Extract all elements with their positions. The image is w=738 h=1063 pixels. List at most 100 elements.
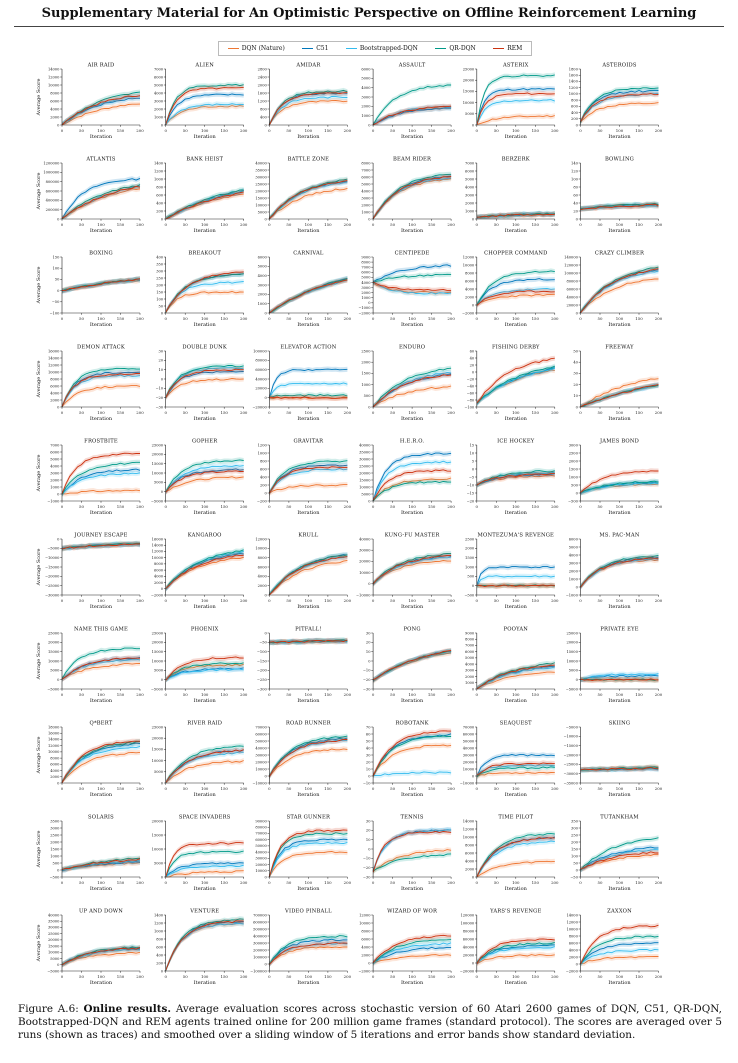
x-tick-label: 100 [305, 128, 313, 133]
x-tick-label: 150 [324, 128, 332, 133]
x-tick-label: 150 [532, 786, 540, 791]
series-band [269, 458, 348, 496]
x-axis-label: Iteration [505, 416, 528, 422]
y-tick-label: −5000 [566, 725, 579, 729]
x-tick-label: 50 [79, 410, 84, 415]
y-tick-label: 1600 [569, 74, 579, 78]
y-tick-label: 12000 [359, 913, 371, 917]
y-tick-label: 0 [161, 377, 164, 381]
series-band [165, 920, 244, 971]
y-tick-label: 4000 [465, 859, 475, 863]
series-line [476, 840, 555, 878]
x-tick-label: 200 [551, 692, 559, 697]
x-tick-label: 100 [408, 410, 416, 415]
x-tick-label: 200 [240, 880, 248, 885]
panel: SPACE INVADERS 0 50 100 150 200 Iteration 0 5000… [152, 815, 248, 893]
panel-title: JOURNEY ESCAPE [73, 533, 127, 539]
y-tick-label: 20000 [463, 760, 475, 764]
series-band [62, 945, 140, 968]
panel: BERZERK 0 50 100 150 200 Iteration 0 1000 2000 300… [465, 157, 559, 235]
x-tick-label: 50 [286, 222, 291, 227]
series-line [268, 841, 348, 878]
y-tick-label: 0 [161, 678, 164, 682]
y-tick-label: 500 [571, 483, 579, 487]
y-tick-label: −100000 [250, 969, 267, 973]
x-tick-label: 200 [551, 880, 559, 885]
y-tick-label: 16000 [152, 537, 164, 541]
x-tick-label: 0 [579, 410, 582, 415]
y-axis-label: Average Score [36, 737, 42, 775]
x-tick-label: 200 [655, 598, 663, 603]
legend-label: DQN (Nature) [241, 45, 285, 52]
y-tick-label: −500 [464, 593, 475, 597]
x-tick-label: 200 [344, 880, 352, 885]
y-tick-label: 2500 [361, 349, 371, 353]
legend-swatch [227, 48, 239, 49]
series-line [580, 87, 659, 123]
x-tick-label: 100 [97, 128, 105, 133]
y-tick-label: 15000 [463, 90, 475, 94]
x-tick-label: 0 [268, 504, 271, 509]
panel-title: VENTURE [189, 909, 219, 915]
x-tick-label: 0 [579, 974, 582, 979]
x-axis-label: Iteration [90, 604, 113, 610]
x-tick-label: 150 [635, 692, 643, 697]
x-axis-label: Iteration [90, 510, 113, 516]
x-tick-label: 50 [286, 410, 291, 415]
x-tick-label: 100 [512, 128, 520, 133]
y-tick-label: 0 [161, 587, 164, 591]
series-band [165, 189, 244, 219]
x-axis-label: Iteration [90, 792, 113, 798]
x-axis-label: Iteration [194, 980, 217, 986]
series-line [476, 74, 555, 125]
y-tick-label: 2000 [361, 105, 371, 109]
y-tick-label: 14000 [152, 544, 164, 548]
x-tick-label: 50 [183, 786, 188, 791]
series-line [269, 556, 348, 596]
series-line [269, 938, 348, 965]
y-tick-label: −2000 [358, 969, 371, 973]
panel: TIME PILOT 0 50 100 150 200 Iteration 0 2000 4000… [463, 815, 559, 893]
x-tick-label: 200 [136, 598, 144, 603]
series-band [373, 742, 452, 780]
y-tick-label: 0 [576, 585, 579, 589]
series-line [61, 374, 141, 408]
series-band [62, 856, 140, 872]
series-band [373, 648, 452, 684]
y-tick-label: 1000 [569, 577, 579, 581]
y-tick-label: 1000 [154, 115, 164, 119]
x-tick-label: 0 [579, 316, 582, 321]
series-line [268, 838, 348, 878]
x-axis-label: Iteration [90, 228, 113, 234]
y-tick-label: −200 [257, 669, 268, 673]
y-tick-label: 2000 [361, 291, 371, 295]
y-tick-label: −1000 [566, 593, 579, 597]
caption-label: Figure A.6: [18, 1003, 79, 1015]
legend-item: C51 [302, 45, 328, 52]
series-line [580, 480, 659, 494]
y-tick-label: 10000 [152, 759, 164, 763]
panel: CRAZY CLIMBER 0 50 100 150 200 Iteration 0 20000… [564, 251, 663, 329]
y-tick-label: 700000 [253, 913, 267, 917]
y-tick-label: −50 [52, 300, 60, 304]
panel: ASSAULT 0 50 100 150 200 Iteration 0 1000 2000 300… [361, 63, 455, 141]
series-band [373, 103, 452, 125]
y-axis-label: Average Score [36, 361, 42, 399]
y-tick-label: −1000 [358, 306, 371, 310]
y-tick-label: 40000 [255, 746, 267, 750]
x-axis-label: Iteration [297, 228, 320, 234]
series-line [476, 565, 555, 586]
series-band [62, 945, 140, 968]
y-tick-label: 10000 [255, 869, 267, 873]
x-axis-label: Iteration [297, 886, 320, 892]
series-line [61, 542, 140, 550]
y-tick-label: 15000 [152, 833, 164, 837]
x-tick-label: 150 [635, 410, 643, 415]
x-tick-label: 200 [344, 410, 352, 415]
x-tick-label: 150 [635, 880, 643, 885]
y-tick-label: −30 [363, 687, 371, 691]
series-band [269, 277, 348, 313]
series-line [268, 829, 348, 877]
y-tick-label: 50000 [463, 739, 475, 743]
